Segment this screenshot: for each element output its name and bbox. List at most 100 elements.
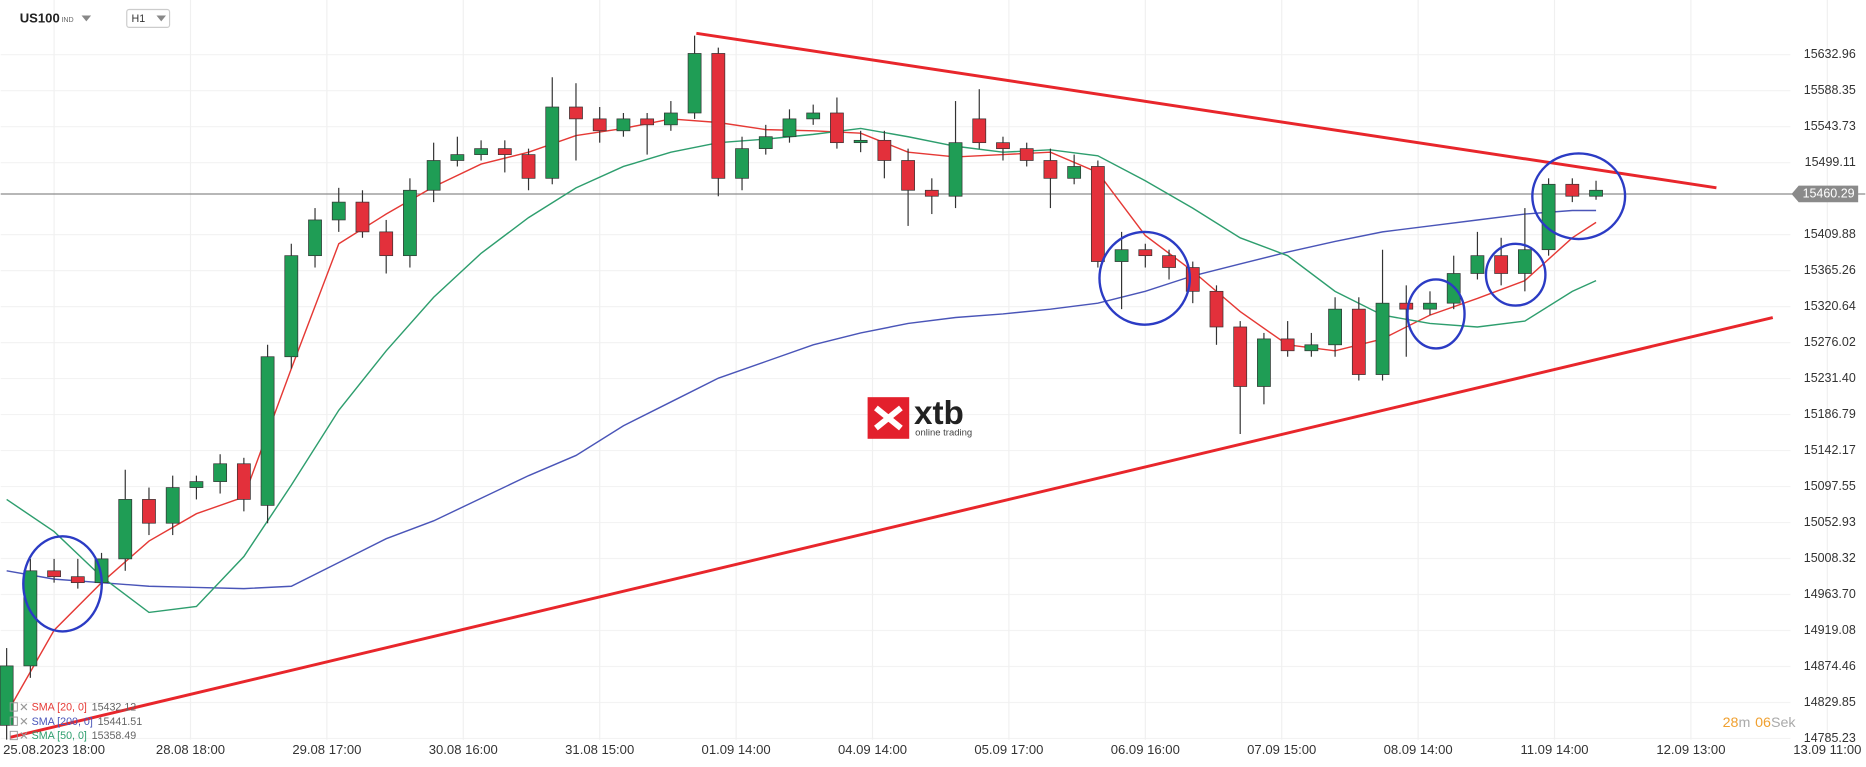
timeframe[interactable]: H1: [132, 13, 146, 25]
circle: [1098, 230, 1192, 326]
dropdown-arrow[interactable]: [81, 15, 92, 22]
candle-body: [474, 148, 488, 155]
candle-body: [616, 118, 631, 132]
legend-icon: [9, 730, 18, 741]
y-tick-label: 15052.93: [1804, 515, 1856, 529]
candle-body: [545, 106, 560, 179]
candle-body: [260, 356, 275, 506]
candle-body: [1304, 344, 1319, 352]
candle-body: [521, 154, 536, 179]
candle-body: [142, 499, 156, 524]
sma-line: [6, 127, 1597, 614]
legend-name: SMA [50, 0]: [32, 730, 87, 742]
candle-body: [379, 231, 394, 257]
candle-body: [1541, 183, 1556, 251]
candle-body: [70, 576, 85, 584]
candle-body: [1114, 249, 1129, 262]
trendlines: [9, 31, 1774, 739]
candle-body: [0, 665, 14, 726]
dropdown-arrow[interactable]: [156, 15, 166, 22]
logo-text: xtb: [914, 395, 964, 432]
candle-body: [996, 142, 1010, 149]
candle-body: [355, 201, 370, 233]
x-tick-label: 01.09 14:00: [702, 742, 771, 757]
circle: [1531, 152, 1627, 241]
legend-entry: SMA [20, 0] 15432.12: [32, 701, 137, 713]
candle-body: [806, 112, 821, 120]
circle: [22, 535, 103, 633]
legend-icon: [9, 716, 18, 726]
candle-body: [1375, 302, 1390, 375]
x-tick-label: 12.09 13:00: [1656, 742, 1725, 757]
candle-body: [1280, 338, 1295, 352]
trendline: [9, 316, 1774, 739]
current-price-label: 15460.29: [1803, 186, 1855, 200]
candle-body: [331, 201, 346, 221]
y-tick-label: 15365.26: [1804, 263, 1856, 277]
x-tick-label: 06.09 16:00: [1111, 742, 1180, 757]
x-tick-label: 28.08 18:00: [156, 742, 225, 757]
candle-body: [592, 118, 607, 132]
sma-line: [6, 209, 1597, 590]
candle-body: [1494, 255, 1509, 274]
candle-body: [924, 189, 939, 197]
candle-body: [403, 189, 417, 257]
candle-body: [972, 118, 987, 144]
symbol[interactable]: US100: [20, 10, 60, 25]
candle-body: [1019, 148, 1034, 161]
candle-body: [853, 139, 868, 144]
candle-body: [877, 139, 892, 161]
candle-body: [1351, 308, 1366, 375]
candle-body: [1565, 183, 1580, 197]
candle-body: [640, 118, 655, 126]
sma-line: [6, 118, 1597, 714]
legend-close[interactable]: [20, 732, 28, 739]
candle-body: [426, 160, 441, 191]
legend-value: 15432.12: [92, 701, 137, 713]
candle-body: [165, 487, 180, 524]
legend-close[interactable]: [20, 703, 28, 711]
candle-body: [569, 106, 583, 120]
candle-body: [450, 154, 465, 161]
candle-body: [1257, 338, 1271, 387]
timeframe-box[interactable]: [126, 8, 171, 28]
candle-body: [948, 142, 963, 197]
countdown-seconds: 06: [1755, 715, 1771, 731]
candle-body: [118, 499, 133, 560]
candles: [0, 35, 1603, 740]
logo: xtb online trading: [867, 395, 972, 439]
current-price-tag: [1791, 185, 1859, 203]
logo-x: [874, 405, 903, 431]
indicators: [6, 118, 1597, 714]
countdown: 28m 06Sek: [1723, 715, 1797, 731]
x-tick-label: 04.09 14:00: [838, 742, 907, 757]
y-tick-label: 14874.46: [1804, 659, 1856, 673]
x-tick-label: 07.09 15:00: [1247, 742, 1316, 757]
candle-body: [284, 255, 299, 358]
x-tick-label: 29.08 17:00: [292, 742, 361, 757]
candle-body: [782, 118, 797, 138]
y-tick-label: 15231.40: [1804, 371, 1856, 385]
x-tick-label: 31.08 15:00: [565, 742, 634, 757]
y-tick-label: 15588.35: [1804, 83, 1856, 97]
y-tick-label: 15142.17: [1804, 443, 1856, 457]
circle: [1406, 278, 1466, 350]
candle-body: [735, 148, 749, 179]
candle-body: [1090, 166, 1105, 262]
candle-body: [1328, 308, 1342, 346]
legend-value: 15358.49: [92, 730, 137, 742]
candle-body: [1423, 302, 1437, 310]
legend-close[interactable]: [20, 717, 28, 725]
y-tick-label: 15499.11: [1805, 155, 1856, 169]
candle-body: [758, 136, 773, 149]
y-tick-label: 15320.64: [1804, 299, 1856, 313]
trendline: [696, 31, 1717, 190]
candle-body: [1233, 326, 1248, 387]
axes: 15632.96 15588.35 15543.73 15499.11 15409.88…: [3, 47, 1861, 757]
y-tick-label: 14963.70: [1804, 587, 1856, 601]
x-tick-label: 05.09 17:00: [974, 742, 1043, 757]
candle-body: [1399, 302, 1414, 310]
y-tick-label: 15276.02: [1804, 335, 1856, 349]
x-tick-label: 25.08.2023 18:00: [3, 742, 105, 757]
